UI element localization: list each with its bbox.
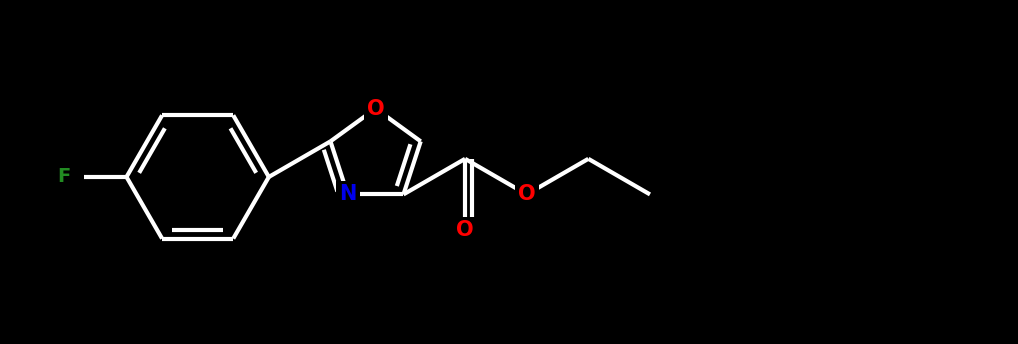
Text: O: O <box>518 184 535 204</box>
Text: O: O <box>456 220 474 240</box>
Text: O: O <box>366 99 385 119</box>
Text: F: F <box>58 168 71 186</box>
Text: N: N <box>339 184 356 204</box>
